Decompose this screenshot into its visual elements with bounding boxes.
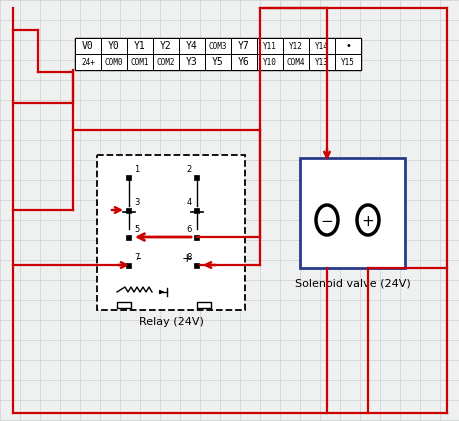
Bar [334, 54, 360, 70]
Text: Y5: Y5 [212, 57, 224, 67]
Text: Y11: Y11 [263, 42, 276, 51]
Text: -: - [136, 253, 141, 266]
Text: Y14: Y14 [314, 42, 328, 51]
Text: 1: 1 [134, 165, 140, 173]
Text: COM1: COM1 [130, 58, 149, 67]
Text: Y0: Y0 [108, 41, 120, 51]
Text: +: + [181, 253, 192, 266]
Bar [308, 54, 334, 70]
Bar [179, 54, 205, 70]
Text: Y2: Y2 [160, 41, 172, 51]
Bar [126, 174, 131, 179]
Text: COM4: COM4 [286, 58, 305, 67]
Text: COM2: COM2 [157, 58, 175, 67]
Text: Y15: Y15 [340, 58, 354, 67]
Bar [126, 234, 131, 240]
Text: 8: 8 [186, 253, 191, 261]
Text: 24+: 24+ [81, 58, 95, 67]
Bar [194, 174, 199, 179]
Bar [75, 54, 101, 70]
Bar [127, 54, 153, 70]
Bar [299, 158, 404, 268]
Bar [97, 155, 245, 310]
Text: •: • [344, 41, 350, 51]
Bar [194, 234, 199, 240]
Text: Y6: Y6 [238, 57, 249, 67]
Bar [75, 38, 360, 70]
Bar [334, 38, 360, 54]
Text: Y10: Y10 [263, 58, 276, 67]
Text: +: + [361, 213, 374, 229]
Text: COM3: COM3 [208, 42, 227, 51]
Text: 2: 2 [186, 165, 191, 173]
Text: V0: V0 [82, 41, 94, 51]
Text: Y12: Y12 [288, 42, 302, 51]
Text: COM0: COM0 [105, 58, 123, 67]
Bar [282, 38, 308, 54]
Bar [127, 38, 153, 54]
Text: 7: 7 [134, 253, 140, 261]
Text: Y3: Y3 [186, 57, 197, 67]
Text: 6: 6 [186, 224, 191, 234]
Bar [101, 38, 127, 54]
Bar [194, 263, 199, 267]
Bar [194, 208, 199, 213]
Bar [205, 54, 230, 70]
Bar [282, 54, 308, 70]
Text: Relay (24V): Relay (24V) [138, 317, 203, 327]
Text: Y7: Y7 [238, 41, 249, 51]
Bar [75, 38, 101, 54]
Text: Y1: Y1 [134, 41, 146, 51]
Bar [230, 38, 257, 54]
Bar [153, 38, 179, 54]
Bar [101, 54, 127, 70]
Bar [205, 38, 230, 54]
Bar [308, 38, 334, 54]
Text: −: − [320, 213, 333, 229]
Text: Solenoid valve (24V): Solenoid valve (24V) [294, 279, 409, 289]
Text: Y4: Y4 [186, 41, 197, 51]
Bar [126, 263, 131, 267]
Text: 4: 4 [186, 197, 191, 206]
Bar [126, 208, 131, 213]
Text: Y13: Y13 [314, 58, 328, 67]
Bar [117, 302, 131, 308]
Bar [257, 38, 282, 54]
Bar [153, 54, 179, 70]
Text: 5: 5 [134, 224, 140, 234]
Bar [230, 54, 257, 70]
Text: 3: 3 [134, 197, 140, 206]
Bar [196, 302, 211, 308]
Bar [179, 38, 205, 54]
Bar [257, 54, 282, 70]
